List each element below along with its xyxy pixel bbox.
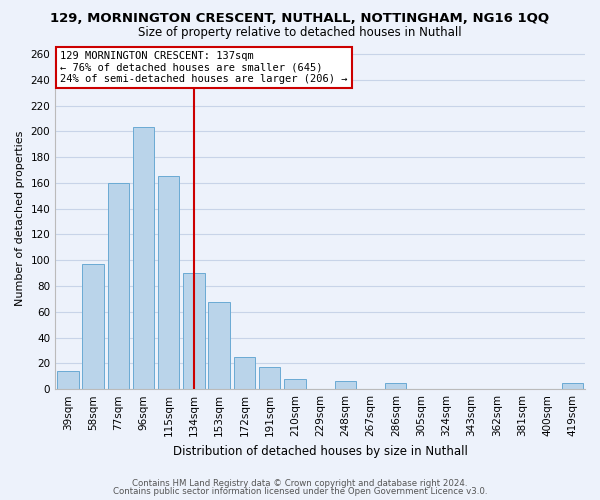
X-axis label: Distribution of detached houses by size in Nuthall: Distribution of detached houses by size …: [173, 444, 467, 458]
Bar: [57, 371, 79, 389]
Bar: [284, 379, 305, 389]
Bar: [107, 183, 129, 389]
Bar: [133, 128, 154, 389]
Text: Size of property relative to detached houses in Nuthall: Size of property relative to detached ho…: [138, 26, 462, 39]
Bar: [385, 382, 406, 389]
Bar: [259, 368, 280, 389]
Bar: [208, 302, 230, 389]
Bar: [562, 382, 583, 389]
Text: 129 MORNINGTON CRESCENT: 137sqm
← 76% of detached houses are smaller (645)
24% o: 129 MORNINGTON CRESCENT: 137sqm ← 76% of…: [61, 51, 348, 84]
Y-axis label: Number of detached properties: Number of detached properties: [15, 130, 25, 306]
Text: 129, MORNINGTON CRESCENT, NUTHALL, NOTTINGHAM, NG16 1QQ: 129, MORNINGTON CRESCENT, NUTHALL, NOTTI…: [50, 12, 550, 26]
Bar: [335, 382, 356, 389]
Text: Contains public sector information licensed under the Open Government Licence v3: Contains public sector information licen…: [113, 487, 487, 496]
Text: Contains HM Land Registry data © Crown copyright and database right 2024.: Contains HM Land Registry data © Crown c…: [132, 478, 468, 488]
Bar: [233, 357, 255, 389]
Bar: [183, 273, 205, 389]
Bar: [82, 264, 104, 389]
Bar: [158, 176, 179, 389]
